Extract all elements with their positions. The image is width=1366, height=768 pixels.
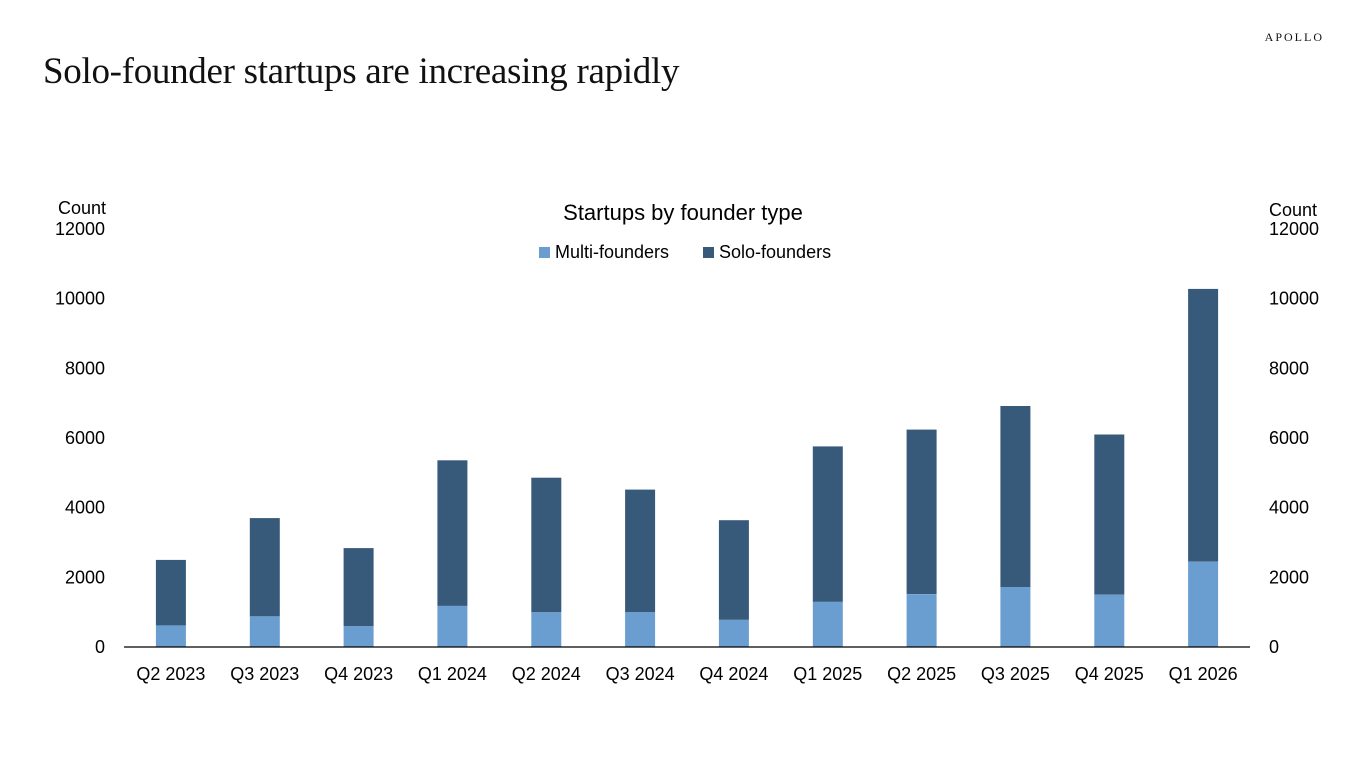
x-tick-label: Q3 2024: [606, 664, 675, 684]
bar-solo-founders: [1000, 406, 1031, 588]
bar-solo-founders: [155, 559, 186, 626]
bar-solo-founders: [812, 446, 843, 602]
bar-multi-founders: [906, 594, 937, 647]
bar-solo-founders: [1188, 288, 1219, 562]
y-tick-label-left: 12000: [55, 219, 105, 239]
y-tick-label-right: 12000: [1269, 219, 1319, 239]
y-tick-label-left: 0: [95, 637, 105, 657]
bar-multi-founders: [531, 612, 562, 647]
bar-multi-founders: [249, 616, 280, 647]
y-tick-label-left: 8000: [65, 358, 105, 378]
x-tick-label: Q3 2023: [230, 664, 299, 684]
x-axis: Q2 2023 Q3 2023 Q4 2023 Q1 2024 Q2 2024 Q3 20…: [136, 664, 1237, 684]
legend-swatch: [703, 247, 714, 258]
y-axis-right: 0 2000 4000 6000 8000 10000 12000: [1269, 219, 1319, 657]
x-tick-label: Q1 2026: [1169, 664, 1238, 684]
bar-multi-founders: [718, 619, 749, 647]
y-tick-label-left: 10000: [55, 289, 105, 309]
chart-title: Startups by founder type: [563, 200, 803, 225]
page-title: Solo-founder startups are increasing rap…: [43, 51, 680, 92]
y-tick-label-left: 2000: [65, 567, 105, 587]
bar-solo-founders: [343, 548, 374, 627]
x-tick-label: Q1 2025: [793, 664, 862, 684]
legend-label: Solo-founders: [719, 242, 831, 262]
bar-multi-founders: [812, 601, 843, 647]
bar-multi-founders: [1094, 594, 1125, 648]
y-axis-left: 0 2000 4000 6000 8000 10000 12000: [55, 219, 105, 657]
bar-multi-founders: [343, 626, 374, 647]
y-tick-label-right: 10000: [1269, 289, 1319, 309]
legend: Multi-founders Solo-founders: [539, 242, 831, 262]
y-tick-label-right: 2000: [1269, 567, 1309, 587]
bar-multi-founders: [625, 612, 656, 647]
y-tick-label-right: 4000: [1269, 498, 1309, 518]
x-tick-label: Q2 2024: [512, 664, 581, 684]
bars: [155, 288, 1219, 648]
x-tick-label: Q1 2024: [418, 664, 487, 684]
bar-solo-founders: [625, 489, 656, 613]
x-tick-label: Q2 2025: [887, 664, 956, 684]
legend-label: Multi-founders: [555, 242, 669, 262]
legend-swatch: [539, 247, 550, 258]
bar-solo-founders: [1094, 434, 1125, 595]
x-tick-label: Q4 2025: [1075, 664, 1144, 684]
y-tick-label-right: 6000: [1269, 428, 1309, 448]
bar-multi-founders: [155, 625, 186, 647]
bar-solo-founders: [249, 518, 280, 617]
bar-solo-founders: [531, 477, 562, 613]
bar-solo-founders: [718, 520, 749, 620]
y-axis-label-right: Count: [1269, 200, 1317, 220]
y-tick-label-right: 8000: [1269, 358, 1309, 378]
bar-solo-founders: [437, 460, 468, 606]
bar-multi-founders: [1000, 587, 1031, 647]
bar-multi-founders: [437, 605, 468, 647]
y-tick-label-left: 4000: [65, 498, 105, 518]
x-tick-label: Q4 2024: [699, 664, 768, 684]
x-tick-label: Q4 2023: [324, 664, 393, 684]
bar-solo-founders: [906, 429, 937, 594]
x-tick-label: Q2 2023: [136, 664, 205, 684]
y-axis-label-left: Count: [58, 198, 106, 218]
y-tick-label-right: 0: [1269, 637, 1279, 657]
y-tick-label-left: 6000: [65, 428, 105, 448]
bar-multi-founders: [1188, 561, 1219, 647]
brand-logo: APOLLO: [1264, 30, 1324, 44]
x-tick-label: Q3 2025: [981, 664, 1050, 684]
